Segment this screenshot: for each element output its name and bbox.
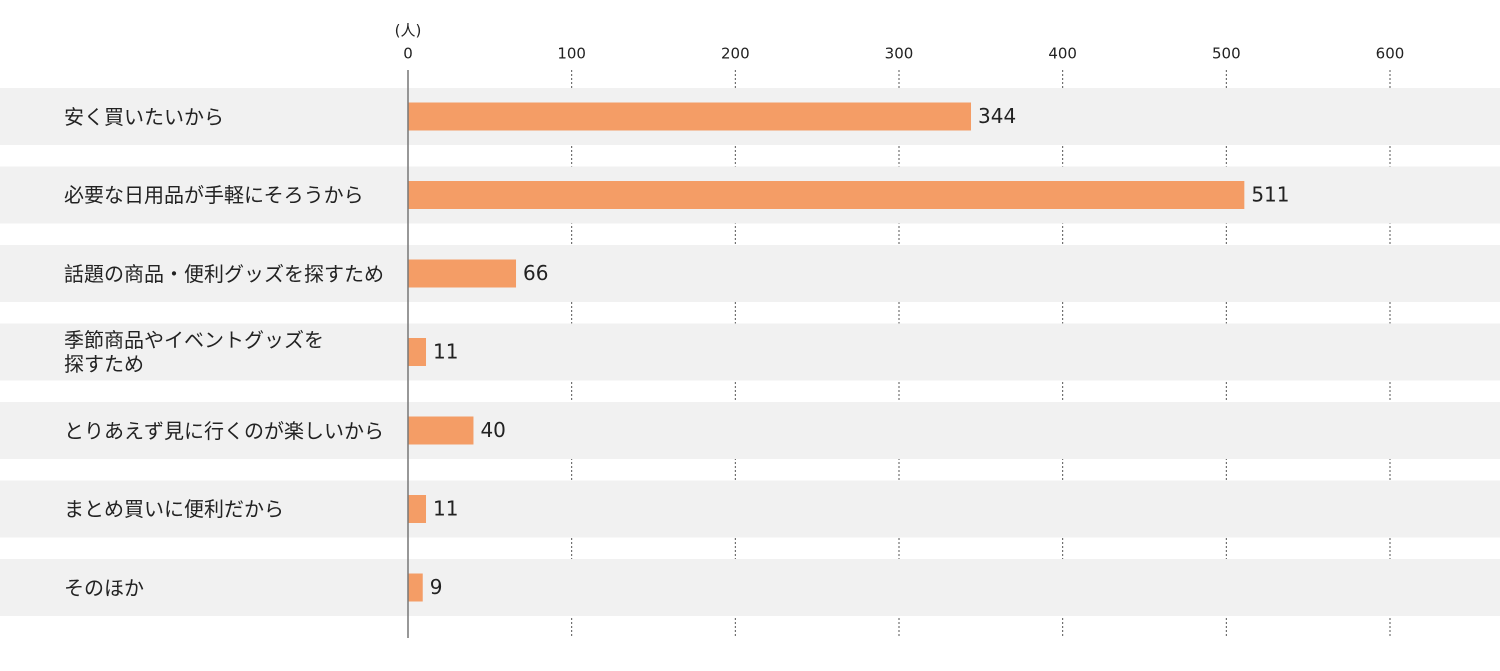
x-tick-label: 200 bbox=[721, 45, 750, 63]
value-label: 66 bbox=[523, 261, 548, 285]
x-tick-label: 400 bbox=[1048, 45, 1077, 63]
bar bbox=[408, 416, 474, 445]
row-band bbox=[0, 402, 1500, 459]
value-label: 344 bbox=[978, 104, 1016, 128]
category-label: そのほか bbox=[64, 575, 144, 600]
x-tick-label: 100 bbox=[557, 45, 586, 63]
value-label: 11 bbox=[433, 340, 458, 364]
category-label: 必要な日用品が手軽にそろうから bbox=[64, 183, 364, 207]
row-band bbox=[0, 480, 1500, 538]
category-label: 季節商品やイベントグッズを 探すため bbox=[64, 328, 324, 376]
value-label: 511 bbox=[1251, 183, 1289, 207]
x-tick-label: 300 bbox=[885, 45, 914, 63]
x-tick-label: 500 bbox=[1212, 45, 1241, 63]
row-band bbox=[0, 323, 1500, 381]
x-tick-label: 600 bbox=[1376, 45, 1405, 63]
value-label: 11 bbox=[433, 497, 458, 521]
row-band bbox=[0, 559, 1500, 616]
value-label: 40 bbox=[480, 418, 505, 442]
category-label: とりあえず見に行くのが楽しいから bbox=[64, 418, 384, 443]
value-label: 9 bbox=[430, 575, 443, 599]
category-label: まとめ買いに便利だから bbox=[64, 497, 284, 521]
x-tick-label: 0 bbox=[403, 45, 413, 63]
bar bbox=[408, 259, 517, 288]
category-label: 安く買いたいから bbox=[64, 104, 224, 129]
axis-unit: (人) bbox=[395, 22, 422, 40]
category-label: 話題の商品・便利グッズを探すため bbox=[64, 261, 384, 286]
bar bbox=[408, 181, 1245, 209]
bar bbox=[408, 573, 423, 602]
bar bbox=[408, 102, 972, 131]
row-band bbox=[0, 245, 1500, 302]
bar bbox=[408, 495, 427, 523]
bar bbox=[408, 338, 427, 366]
